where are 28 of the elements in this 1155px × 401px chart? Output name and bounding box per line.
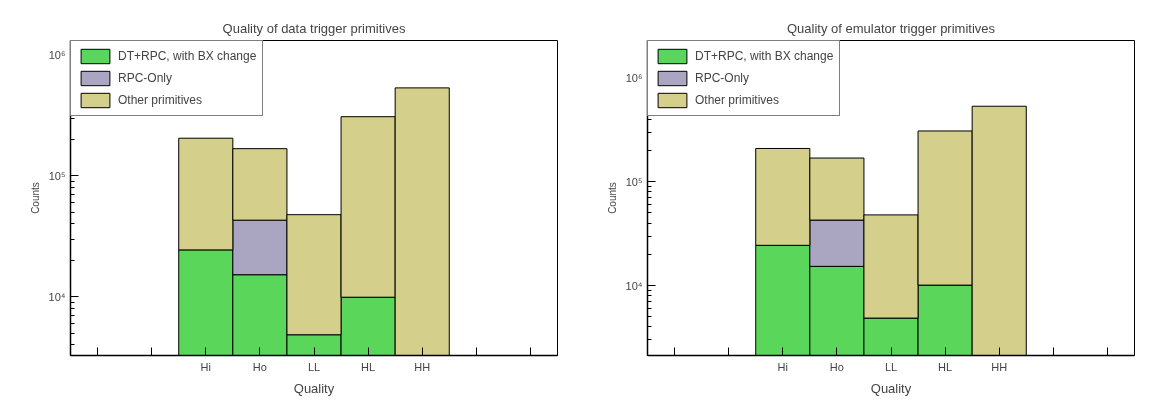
y-tick-label: 10⁴ xyxy=(48,290,66,303)
chart-title: Quality of emulator trigger primitives xyxy=(786,20,996,36)
y-axis-title: Counts xyxy=(606,182,618,214)
x-tick-label: Hi xyxy=(777,360,788,373)
x-tick-label: LL xyxy=(307,360,321,373)
chart-title: Quality of data trigger primitives xyxy=(222,20,406,36)
x-tick-label: HL xyxy=(938,360,953,373)
x-tick-label: Ho xyxy=(829,360,844,373)
x-tick-label: HL xyxy=(361,360,376,373)
y-tick-label: 10⁵ xyxy=(48,169,66,182)
legend-label: Other primitives xyxy=(118,93,203,107)
legend-label: DT+RPC, with BX change xyxy=(118,49,257,63)
y-tick-label: 10⁶ xyxy=(625,71,643,84)
y-tick-label: 10⁶ xyxy=(48,49,66,62)
legend-label: RPC-Only xyxy=(118,71,173,85)
x-tick-label: LL xyxy=(884,360,898,373)
x-tick-label: HH xyxy=(414,360,431,373)
x-axis-title: Quality xyxy=(293,380,335,396)
legend-label: Other primitives xyxy=(695,93,780,107)
legend-label: DT+RPC, with BX change xyxy=(695,49,834,63)
x-tick-label: HH xyxy=(991,360,1008,373)
legend-label: RPC-Only xyxy=(695,71,750,85)
x-tick-label: Ho xyxy=(252,360,267,373)
x-tick-label: Hi xyxy=(200,360,211,373)
x-axis-title: Quality xyxy=(870,380,912,396)
y-axis-title: Counts xyxy=(29,182,41,214)
y-tick-label: 10⁴ xyxy=(625,279,643,292)
y-tick-label: 10⁵ xyxy=(625,175,643,188)
